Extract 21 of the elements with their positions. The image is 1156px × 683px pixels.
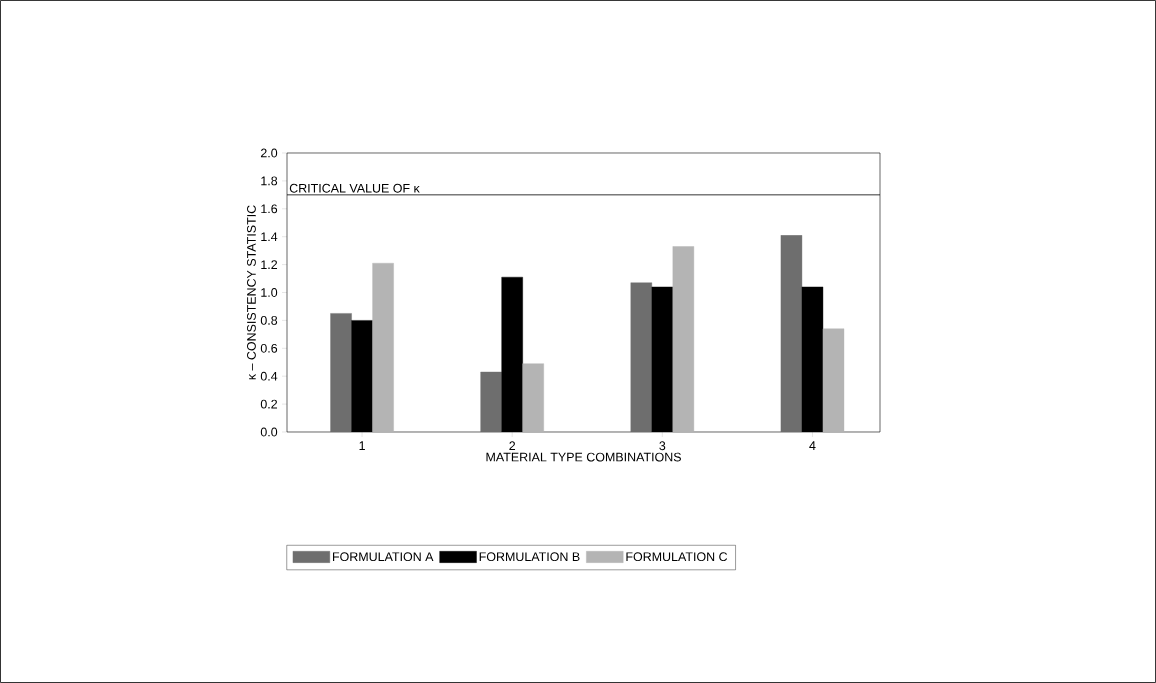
x-axis-title: MATERIAL TYPE COMBINATIONS <box>486 452 681 462</box>
y-tick-label: 1.2 <box>261 260 278 269</box>
x-tick-label: 3 <box>659 441 666 451</box>
y-tick-label: 2.0 <box>260 148 278 158</box>
y-tick-label: 0.4 <box>260 371 278 381</box>
y-tick-label: 0.6 <box>260 343 278 353</box>
x-tick-label: 1 <box>359 441 365 450</box>
ref-line-label: CRITICAL VALUE OF κ <box>289 183 420 193</box>
y-tick-label: 0.0 <box>260 427 278 437</box>
y-tick-label: 1.6 <box>261 204 278 214</box>
y-tick-label: 1.0 <box>261 288 278 297</box>
x-tick-label: 4 <box>809 441 816 450</box>
y-tick-label: 1.8 <box>261 176 278 186</box>
legend-label: FORMULATION A <box>333 552 434 562</box>
y-tick-label: 0.2 <box>260 399 278 409</box>
y-axis-title: κ – CONSISTENCY STATISTIC <box>247 205 256 380</box>
y-tick-label: 1.4 <box>261 232 278 241</box>
legend-label: FORMULATION B <box>479 552 580 562</box>
x-tick-label: 2 <box>509 441 516 451</box>
legend-label: FORMULATION C <box>626 552 728 562</box>
y-tick-label: 0.8 <box>260 316 278 325</box>
